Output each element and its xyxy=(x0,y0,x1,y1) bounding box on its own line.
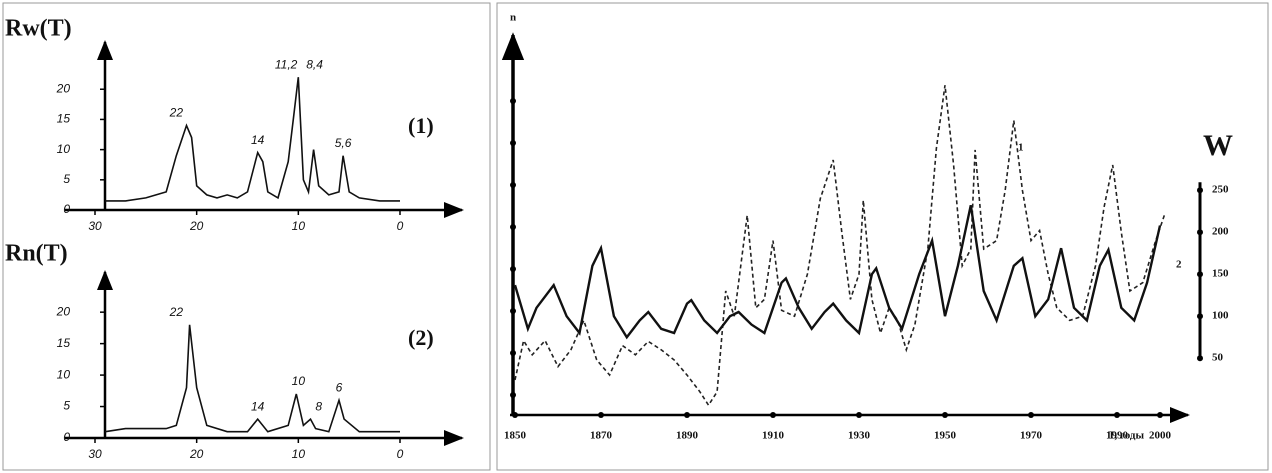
y-axis-dot xyxy=(510,140,516,146)
y-axis-dot xyxy=(510,392,516,398)
y2-tick-label: 150 xyxy=(1212,268,1229,280)
x-tick xyxy=(1028,412,1034,418)
x-tick-label: 1990 xyxy=(1106,430,1129,442)
y2-tick-label: 100 xyxy=(1212,310,1229,322)
series-line xyxy=(513,205,1162,340)
peak-label: 22 xyxy=(169,305,184,319)
chart-title: Rn(T) xyxy=(5,241,68,267)
x-tick-label: 1930 xyxy=(848,430,871,442)
x-tick-label: 0 xyxy=(397,219,404,233)
x-tick-label: 20 xyxy=(189,447,204,461)
x-tick-label: 20 xyxy=(189,219,204,233)
y-axis-dot xyxy=(510,350,516,356)
y-tick-label: 20 xyxy=(56,304,71,318)
spectrum-line xyxy=(105,77,400,202)
chart-title: Rw(T) xyxy=(5,16,72,42)
spectrum-line xyxy=(105,324,400,433)
left-panel xyxy=(2,2,491,471)
y2-tick-label: 250 xyxy=(1212,184,1229,196)
peak-label: 11,2 xyxy=(275,57,298,71)
peak-label: 8,4 xyxy=(306,57,323,71)
x-tick xyxy=(770,412,776,418)
x-tick-label: 30 xyxy=(88,219,102,233)
y-axis-dot xyxy=(510,266,516,272)
y2-tick-label: 50 xyxy=(1212,352,1224,364)
y-tick-label: 0 xyxy=(63,202,70,216)
peak-label: 6 xyxy=(336,380,343,394)
y-tick-label: 20 xyxy=(56,81,71,95)
y2-tick xyxy=(1197,271,1203,278)
annotation: (1) xyxy=(408,113,434,138)
peak-label: 14 xyxy=(251,133,265,147)
y-axis-dot xyxy=(510,308,516,314)
y2-tick xyxy=(1197,313,1203,320)
x-tick-label: 1850 xyxy=(504,430,527,442)
x-tick-label: 30 xyxy=(88,447,102,461)
x-tick-label: 2000 xyxy=(1149,430,1172,442)
x-tick-label: 10 xyxy=(292,219,306,233)
y-axis-dot xyxy=(510,182,516,188)
x-tick xyxy=(942,412,948,418)
y2-tick xyxy=(1197,355,1203,362)
y-tick-label: 10 xyxy=(57,142,71,156)
peak-label: 8 xyxy=(315,399,322,413)
x-tick-label: 1950 xyxy=(934,430,957,442)
x-tick xyxy=(1114,412,1120,418)
y2-axis-label: W xyxy=(1203,129,1233,162)
y-tick-label: 15 xyxy=(57,336,71,350)
x-tick xyxy=(684,412,690,418)
series-line xyxy=(514,85,1166,407)
y-axis-dot xyxy=(510,98,516,104)
y-axis-label: n xyxy=(510,12,516,24)
y2-tick xyxy=(1197,229,1203,236)
series-label: 1 xyxy=(1018,142,1024,154)
x-tick xyxy=(512,412,518,418)
x-tick-label: 1890 xyxy=(676,430,699,442)
y-tick-label: 10 xyxy=(57,367,71,381)
annotation: (2) xyxy=(408,325,434,350)
x-tick-label: 1870 xyxy=(590,430,613,442)
x-tick xyxy=(598,412,604,418)
y2-tick xyxy=(1197,187,1203,194)
x-tick-label: 1970 xyxy=(1020,430,1043,442)
y-tick-label: 5 xyxy=(63,172,70,186)
x-tick-label: 0 xyxy=(397,447,404,461)
y-tick-label: 15 xyxy=(57,112,71,126)
series-label: 2 xyxy=(1176,259,1182,271)
peak-label: 10 xyxy=(292,374,306,388)
x-tick xyxy=(856,412,862,418)
x-tick xyxy=(1157,412,1163,418)
y-tick-label: 0 xyxy=(63,430,70,444)
peak-label: 14 xyxy=(251,399,265,413)
peak-label: 5,6 xyxy=(335,136,352,150)
x-tick-label: 10 xyxy=(292,447,306,461)
y2-tick-label: 200 xyxy=(1212,226,1229,238)
x-axis-label: T, годы xyxy=(1108,430,1144,442)
peak-label: 22 xyxy=(169,106,184,120)
x-tick-label: 1910 xyxy=(762,430,785,442)
y-tick-label: 5 xyxy=(63,399,70,413)
right-panel xyxy=(496,2,1269,471)
y-axis-dot xyxy=(510,224,516,230)
